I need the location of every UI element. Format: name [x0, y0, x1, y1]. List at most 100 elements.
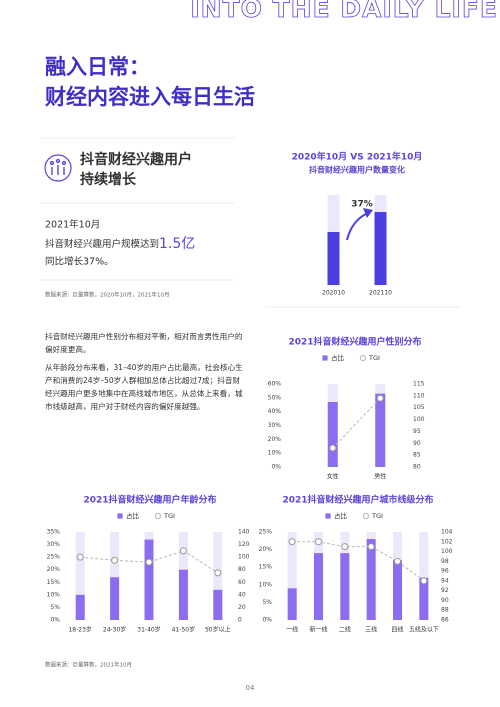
y-tick-label: 100 — [441, 548, 453, 555]
y-tick-label: 102 — [441, 538, 453, 545]
banner: INTO THE DAILY LIFE — [190, 0, 498, 23]
tgi-point — [111, 556, 119, 564]
legend-swatch — [117, 513, 123, 519]
y-tick-label: 20% — [259, 546, 273, 553]
bar-track — [287, 532, 297, 620]
x-tick-label: 四线 — [391, 626, 403, 634]
stat-text: 抖音财经兴趣用户规模达到 — [45, 238, 159, 250]
y-tick-label: 40 — [238, 591, 246, 598]
tgi-point — [341, 543, 349, 551]
x-tick-label: 202010 — [322, 290, 345, 297]
chart-title: 2021抖音财经兴趣用户年龄分布 — [83, 494, 216, 506]
y-tick-label: 85 — [413, 452, 421, 459]
bar — [314, 553, 323, 620]
bar-track — [110, 532, 120, 620]
x-tick-label: 新一线 — [309, 626, 327, 634]
y-tick-label: 105 — [413, 404, 425, 411]
tgi-point — [145, 558, 153, 566]
bar — [75, 594, 85, 620]
y-tick-label: 140 — [238, 529, 250, 536]
x-tick-label: 41-50岁 — [172, 626, 195, 634]
legend-label: 占比 — [331, 353, 345, 362]
bar — [287, 588, 297, 620]
chart-subtitle: 抖音财经兴趣用户数量变化 — [309, 165, 405, 175]
bar — [340, 553, 350, 620]
tgi-point — [179, 547, 187, 555]
bar-track — [75, 532, 85, 620]
tgi-point — [214, 569, 222, 577]
x-tick-label: 50岁以上 — [205, 626, 231, 634]
legend-swatch — [154, 512, 162, 520]
source: 数据来源：巨量算数，2021年10月 — [45, 661, 132, 669]
y-tick-label: 30% — [268, 422, 282, 429]
paragraph: 抖音财经兴趣用户性别分布相对平衡，相对而言男性用户的偏好度更高。 — [45, 332, 243, 354]
y-tick-label: 30% — [47, 541, 61, 548]
chart-title: 2020年10月 VS 2021年10月 — [292, 151, 423, 163]
y-tick-label: 0% — [50, 617, 60, 624]
tgi-point — [329, 444, 337, 452]
y-tick-label: 98 — [441, 558, 449, 565]
legend-label: TGI — [371, 512, 383, 520]
legend-label: TGI — [163, 512, 175, 520]
y-tick-label: 5% — [262, 599, 272, 606]
arrow — [346, 212, 369, 241]
y-tick-label: 0% — [262, 617, 272, 624]
y-tick-label: 10% — [268, 450, 282, 457]
y-tick-label: 25% — [259, 529, 273, 536]
bar — [375, 393, 386, 467]
y-tick-label: 60 — [238, 579, 246, 586]
arrow-head — [363, 208, 373, 218]
tgi-point — [394, 557, 401, 565]
legend-label: 占比 — [334, 511, 348, 520]
x-tick-label: 一线 — [286, 626, 298, 634]
chart-title: 2021抖音财经兴趣用户性别分布 — [288, 336, 421, 348]
y-tick-label: 110 — [413, 392, 425, 399]
bar — [213, 589, 223, 620]
bar — [327, 231, 340, 285]
section-title: 持续增长 — [80, 171, 137, 188]
icon — [49, 158, 67, 175]
tgi-point — [367, 543, 375, 551]
x-tick-label: 女性 — [327, 473, 339, 481]
y-tick-label: 60% — [268, 381, 282, 388]
x-tick-label: 202110 — [369, 290, 392, 297]
legend-swatch — [325, 513, 331, 519]
y-tick-label: 80 — [238, 566, 246, 573]
page-number: 04 — [246, 684, 255, 692]
legend-swatch — [362, 512, 370, 520]
tgi-line — [292, 541, 425, 582]
source: 数据来源：巨量算数，2020年10月，2021年10月 — [45, 291, 170, 299]
bar — [327, 401, 338, 467]
y-tick-label: 20% — [47, 566, 61, 573]
y-tick-label: 115 — [413, 381, 425, 388]
y-tick-label: 50% — [268, 394, 282, 401]
y-tick-label: 96 — [441, 568, 449, 575]
y-tick-label: 95 — [413, 428, 421, 435]
paragraph: 从年龄段分布来看，31–40岁的用户占比最高，社会核心生产和消费的24岁–50岁… — [45, 363, 243, 411]
x-tick-label: 24-30岁 — [103, 626, 126, 634]
x-tick-label: 五线及以下 — [409, 626, 439, 634]
tgi-point — [376, 394, 384, 402]
y-tick-label: 35% — [47, 529, 61, 536]
icon — [44, 154, 72, 182]
y-tick-label: 5% — [50, 604, 60, 611]
x-tick-label: 18-23岁 — [68, 626, 91, 634]
y-tick-label: 104 — [441, 529, 453, 536]
y-tick-label: 20% — [268, 436, 282, 443]
bar — [419, 577, 429, 620]
chart-title: 2021抖音财经兴趣用户城市线级分布 — [282, 494, 433, 506]
y-tick-label: 94 — [441, 577, 449, 584]
bar — [178, 569, 188, 620]
title-line: 财经内容进入每日生活 — [45, 85, 255, 109]
bar — [393, 560, 402, 620]
y-tick-label: 15% — [259, 564, 273, 571]
y-tick-label: 10% — [47, 591, 61, 598]
bar — [144, 539, 154, 620]
y-tick-label: 25% — [47, 554, 61, 561]
x-tick-label: 三线 — [365, 626, 377, 634]
y-tick-label: 90 — [413, 440, 421, 447]
tgi-point — [76, 553, 84, 561]
x-tick-label: 31-40岁 — [137, 626, 160, 634]
legend-swatch — [322, 355, 328, 361]
